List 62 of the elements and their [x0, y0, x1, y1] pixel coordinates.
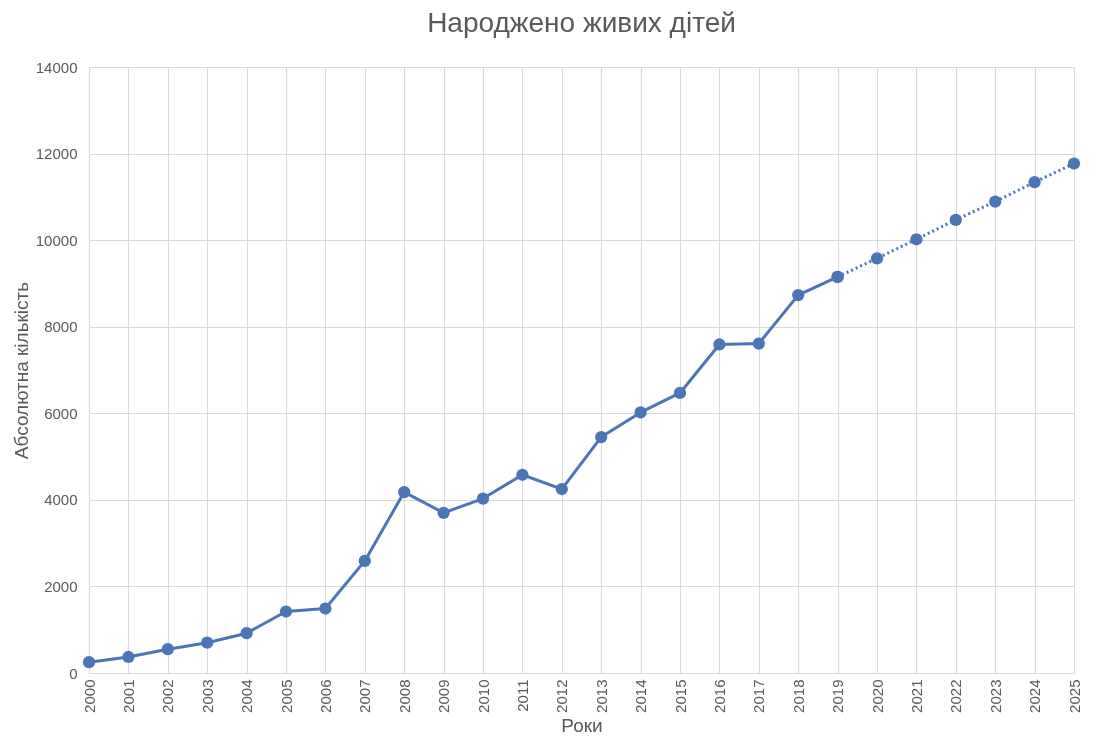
point — [989, 195, 1002, 208]
point — [279, 605, 293, 618]
point — [319, 602, 332, 615]
point — [398, 485, 411, 499]
x-tick-label: 2020 — [868, 679, 886, 713]
point — [82, 656, 96, 669]
point — [122, 650, 135, 664]
x-tick-label: 2023 — [986, 679, 1004, 713]
point — [437, 506, 450, 519]
y-tick-label: 6000 — [44, 404, 78, 422]
x-axis-title: Роки — [561, 714, 603, 736]
y-tick-label: 12000 — [35, 145, 78, 163]
point — [949, 213, 962, 226]
x-tick-label: 2013 — [592, 679, 610, 713]
y-tick-label: 0 — [69, 664, 78, 682]
x-tick-label: 2017 — [750, 679, 768, 713]
x-tick-label: 2019 — [829, 679, 847, 713]
point — [831, 270, 844, 284]
x-tick-label: 2015 — [671, 679, 689, 713]
point — [673, 386, 687, 400]
x-tick-label: 2009 — [435, 679, 453, 713]
x-tick-label: 2012 — [553, 679, 571, 713]
point — [476, 492, 490, 505]
x-tick-label: 2006 — [316, 679, 334, 713]
x-tick-label: 2025 — [1065, 679, 1083, 713]
y-tick-label: 2000 — [44, 577, 78, 595]
x-tick-label: 2010 — [474, 679, 492, 713]
point — [358, 554, 371, 567]
point — [634, 406, 647, 419]
x-tick-label: 2018 — [789, 679, 807, 713]
x-tick-label: 2001 — [119, 679, 137, 713]
chart-title: Народжено живих дітей — [427, 7, 736, 38]
point — [792, 289, 805, 302]
x-tick-label: 2016 — [710, 679, 728, 713]
y-axis-title: Абсолютна кількість — [10, 281, 32, 460]
point — [870, 252, 884, 265]
point — [516, 468, 529, 481]
point — [201, 636, 214, 649]
x-tick-label: 2005 — [277, 679, 295, 713]
point — [1028, 176, 1041, 189]
y-tick-label: 8000 — [44, 318, 78, 336]
x-tick-label: 2014 — [632, 679, 650, 713]
y-tick-label: 10000 — [35, 231, 78, 249]
point — [910, 233, 923, 246]
x-tick-label: 2007 — [356, 679, 374, 713]
point — [240, 627, 253, 640]
y-tick-label: 14000 — [35, 58, 78, 76]
y-tick-label: 4000 — [44, 491, 78, 509]
x-tick-label: 2011 — [513, 679, 531, 712]
point — [595, 430, 608, 444]
x-tick-label: 2008 — [395, 679, 413, 713]
point — [713, 338, 726, 351]
point — [752, 337, 765, 350]
x-tick-label: 2004 — [238, 679, 256, 713]
x-tick-label: 2024 — [1026, 679, 1044, 713]
x-tick-label: 2002 — [159, 679, 177, 713]
x-tick-label: 2022 — [947, 679, 965, 713]
point — [161, 643, 174, 656]
x-tick-label: 2021 — [907, 679, 925, 713]
point — [1067, 157, 1081, 170]
point — [555, 482, 568, 496]
x-tick-label: 2003 — [198, 679, 216, 713]
